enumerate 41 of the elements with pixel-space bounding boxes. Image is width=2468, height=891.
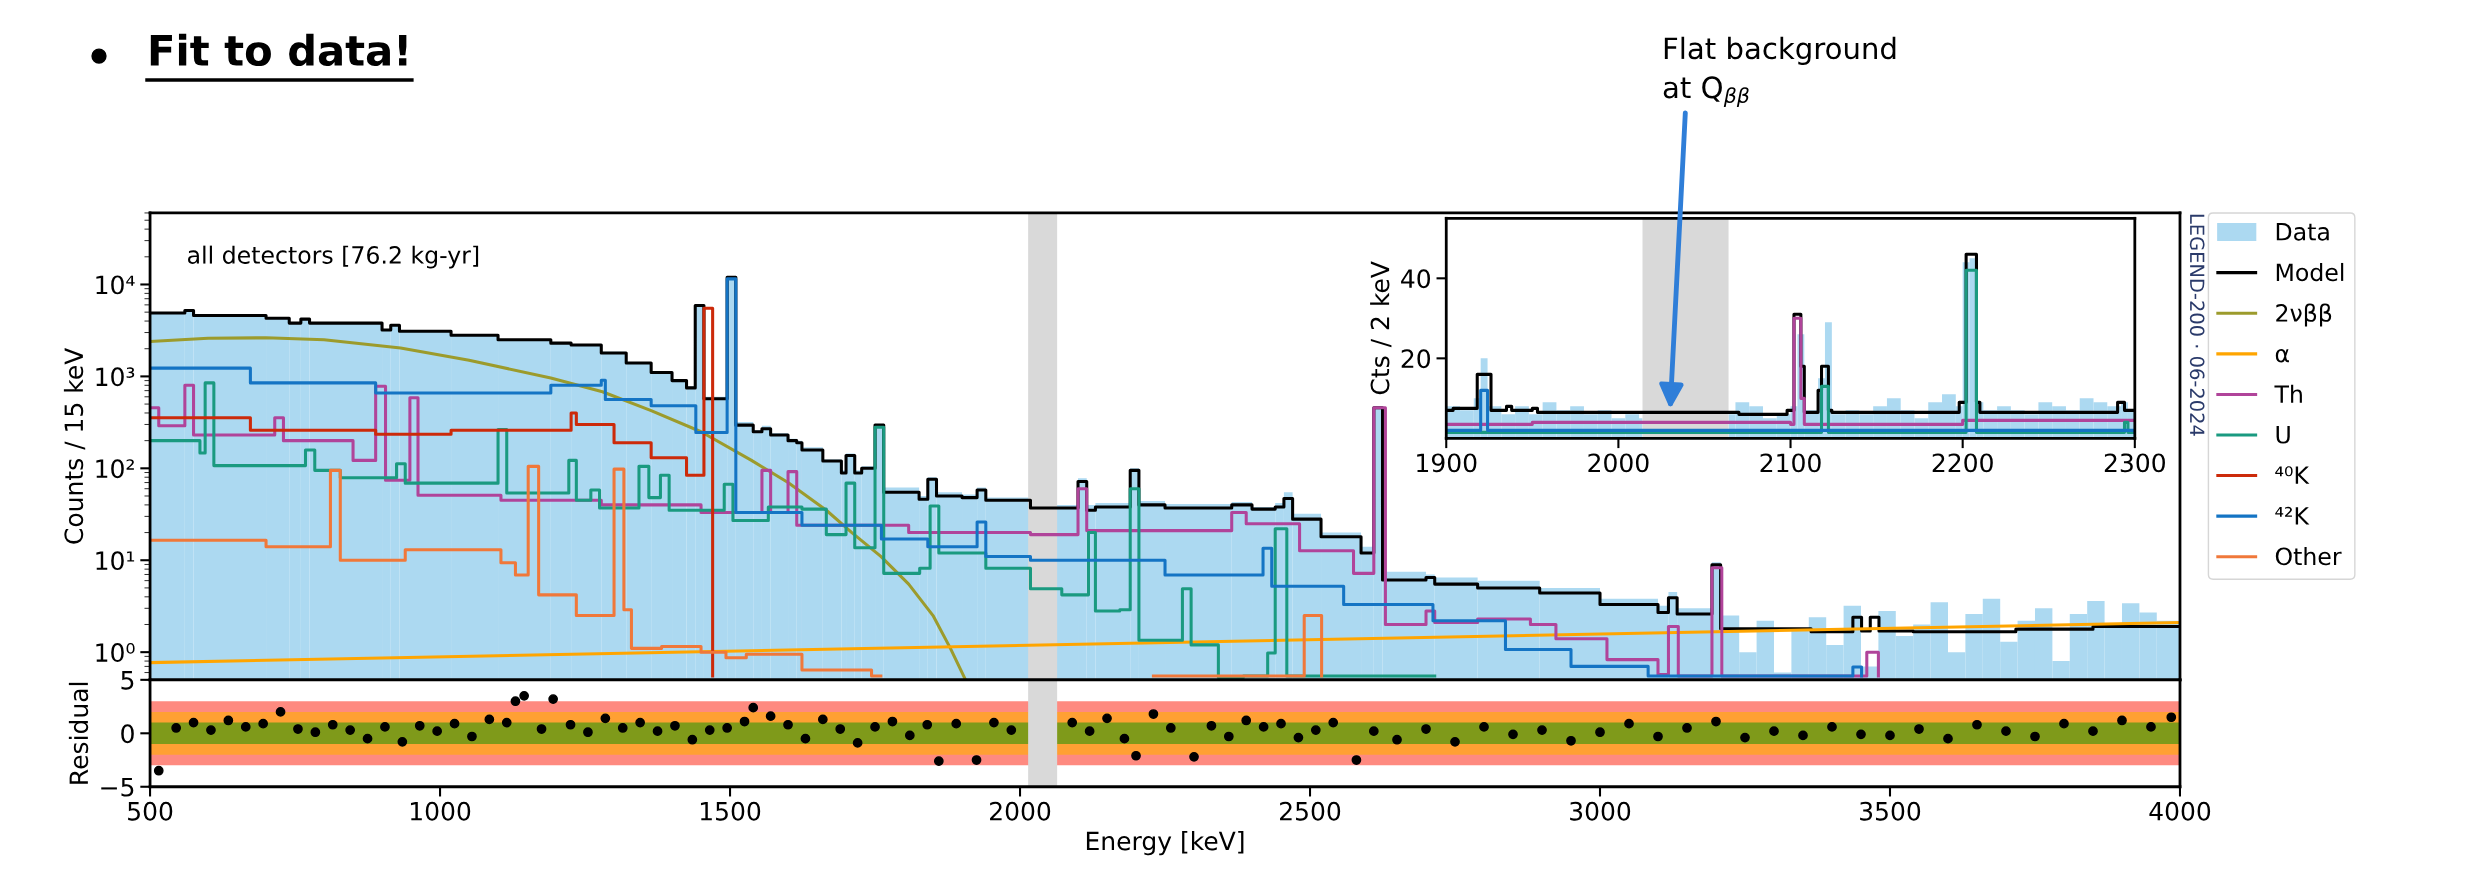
y-tick-label: 0 [121,724,134,744]
y-tick-label: 10⁴ [96,275,135,295]
x-tick-label: 1500 [700,801,761,821]
x-tick-label: 1900 [1417,453,1477,473]
y-axis-title: Cts / 2 keV [1370,261,1392,395]
x-tick-label: 4000 [2149,801,2211,821]
x-tick-label: 2000 [990,801,1051,821]
line-series [150,336,968,680]
y-tick-label: 10³ [96,367,135,387]
y-tick-label: 10² [96,459,134,479]
text: Flat background at Q$_{ββ}$ [1663,36,1896,108]
legend-label: α [2275,348,2289,363]
x-tick-label: 2200 [1932,453,1993,473]
chart-title: Fit to data! [150,33,407,67]
legend-label: Data [2276,223,2329,241]
x-tick-label: 2300 [2104,453,2165,473]
y-tick-label: 5 [121,671,134,690]
legend-label: Model [2276,262,2344,282]
legend-label: Other [2275,547,2342,566]
legend-label: 2νββ [2276,303,2332,327]
x-tick-label: 2100 [1760,453,1821,473]
y-tick-label: −5 [101,778,134,797]
x-axis-title: Energy [keV] [1086,831,1244,856]
legend-label: U [2276,426,2290,444]
y-axis-title: Counts / 15 keV [63,347,86,544]
x-tick-label: 2500 [1280,801,1341,821]
y-tick-label: 20 [1401,349,1430,369]
annotation: all detectors [76.2 kg-yr] [188,245,479,269]
y-tick-label: 10⁰ [96,643,135,663]
legend-label: ⁴⁰K [2275,466,2310,484]
x-tick-label: 3500 [1860,801,1921,821]
text: LEGEND-200 · 06-2024 [2189,214,2205,436]
x-tick-label: 2000 [1588,453,1649,473]
y-tick-label: 40 [1401,269,1430,289]
legend-label: Th [2274,384,2302,403]
legend-label: ⁴²K [2275,506,2310,525]
y-tick-label: 10¹ [96,551,135,571]
x-tick-label: 500 [128,801,173,821]
y-axis-title: Residual [68,682,89,784]
x-tick-label: 1000 [410,801,471,821]
x-tick-label: 3000 [1570,801,1631,821]
